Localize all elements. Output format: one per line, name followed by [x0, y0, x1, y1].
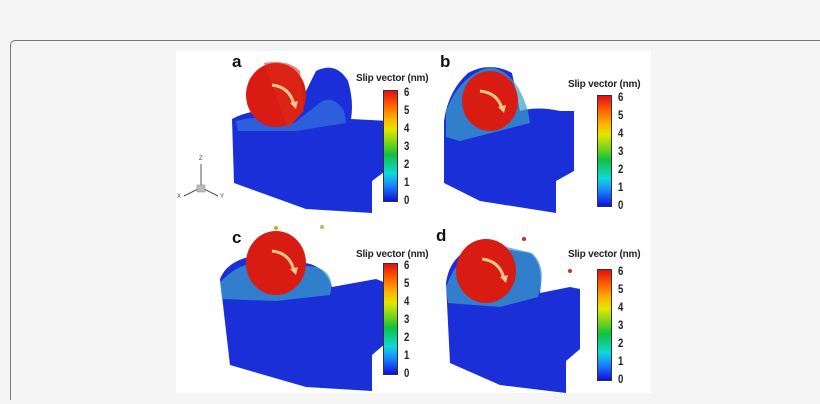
- colorbar-ticks-b: 6 5 4 3 2 1 0: [618, 90, 624, 212]
- content-frame: [10, 40, 820, 400]
- simulation-render-d: [446, 237, 580, 393]
- panel-d: d Slip vector (nm) 6 5 4 3 2 1 0: [420, 223, 650, 393]
- colorbar-title-a: Slip vector (nm): [356, 73, 429, 84]
- axis-z-label: Z: [199, 156, 203, 162]
- panel-a: a Slip vector (nm) 6 5 4 3 2 1 0: [176, 51, 429, 221]
- colorbar-ticks-d: 6 5 4 3 2 1 0: [618, 264, 624, 386]
- colorbar-title-c: Slip vector (nm): [356, 249, 429, 260]
- panel-b: b Slip vector (nm) 6 5 4 3 2 1 0: [420, 51, 650, 221]
- panel-label-d: d: [436, 226, 447, 245]
- simulation-render-a: [232, 62, 388, 214]
- panel-label-a: a: [232, 52, 242, 71]
- simulation-render-c: [220, 225, 386, 391]
- panel-c: c Slip vector (nm) 6 5 4 3 2 1 0: [176, 223, 429, 393]
- panel-label-c: c: [232, 228, 242, 247]
- axes-triad-icon: Z X Y: [176, 156, 226, 206]
- colorbar-a: [383, 90, 398, 202]
- figure-image: a Slip vector (nm) 6 5 4 3 2 1 0 b Slip …: [176, 51, 651, 393]
- colorbar-ticks-c: 6 5 4 3 2 1 0: [404, 258, 410, 380]
- colorbar-title-d: Slip vector (nm): [568, 249, 641, 260]
- axis-y-label: Y: [220, 194, 225, 200]
- colorbar-b: [597, 95, 612, 207]
- axis-x-label: X: [177, 194, 182, 200]
- colorbar-title-b: Slip vector (nm): [568, 79, 641, 90]
- simulation-render-b: [444, 67, 574, 213]
- colorbar-c: [383, 263, 398, 375]
- panel-label-b: b: [440, 52, 451, 71]
- colorbar-d: [597, 269, 612, 381]
- colorbar-ticks-a: 6 5 4 3 2 1 0: [404, 85, 410, 207]
